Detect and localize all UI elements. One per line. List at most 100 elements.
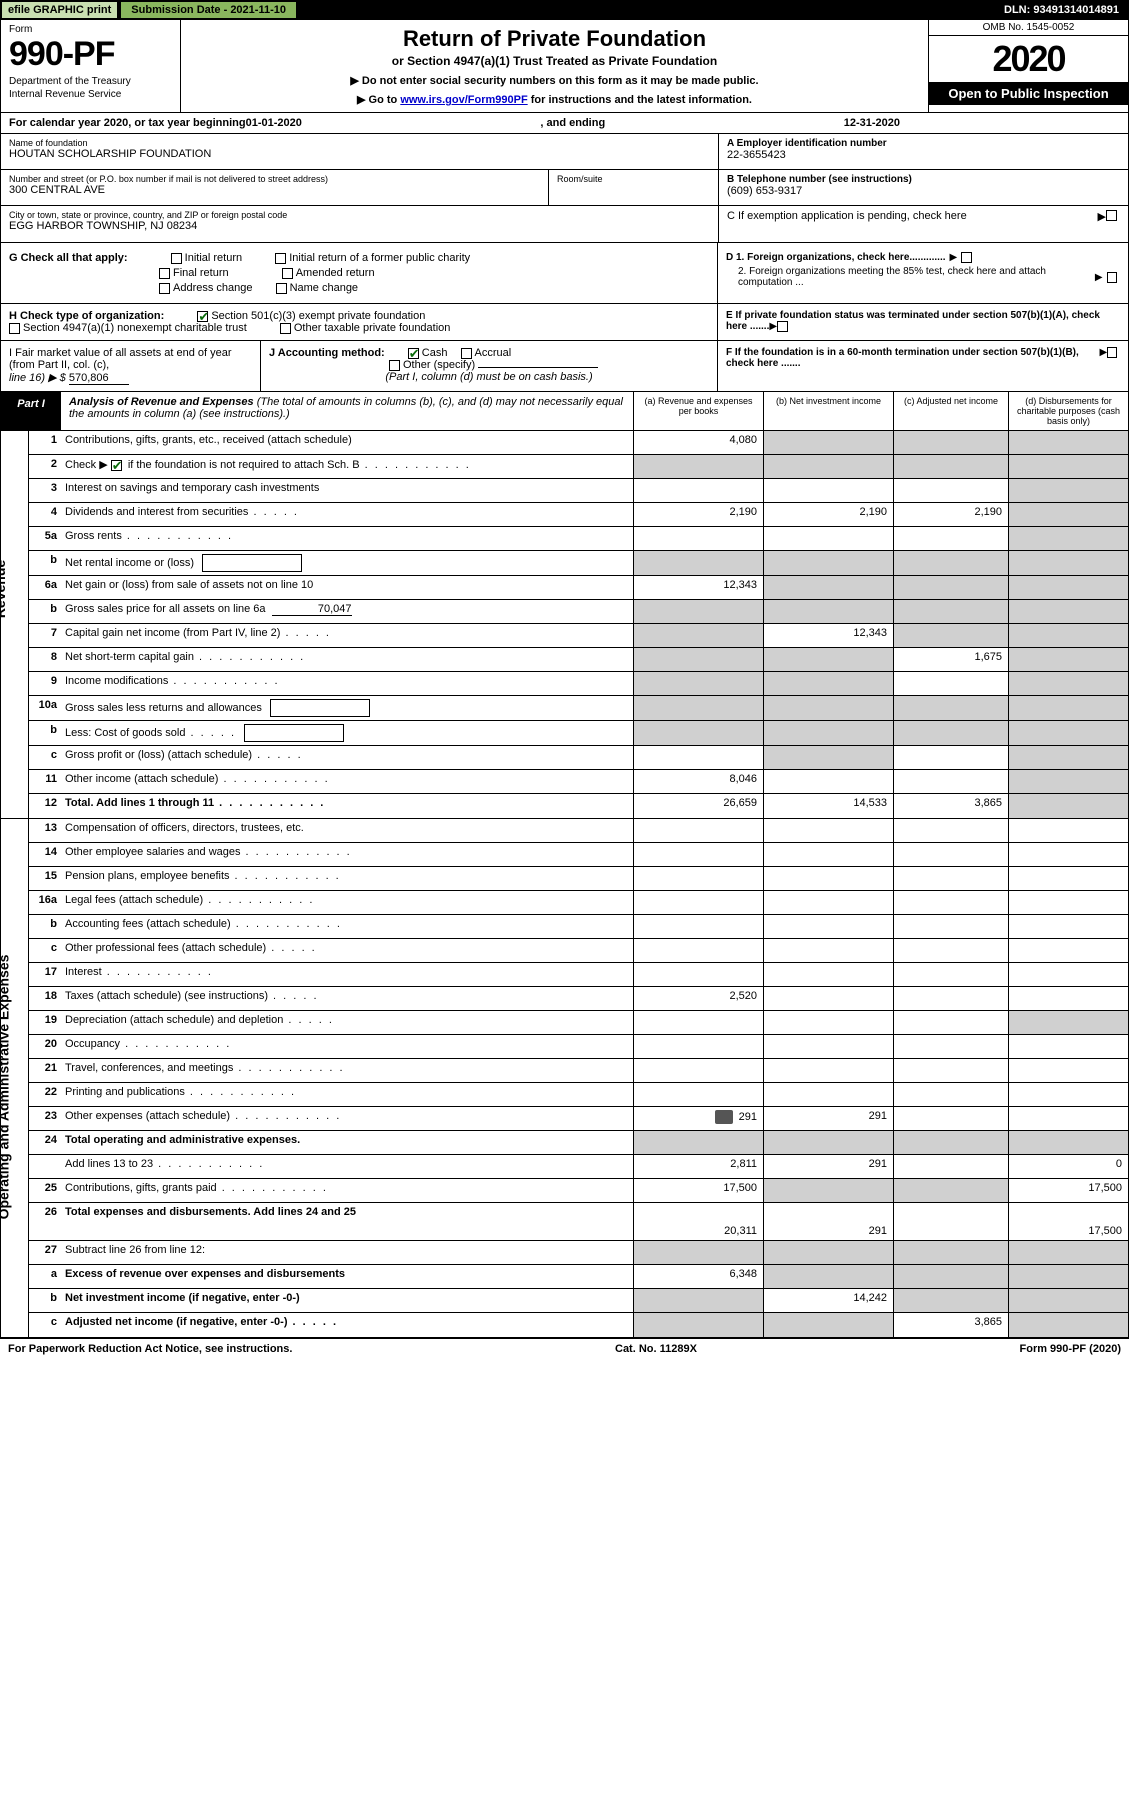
open-inspection: Open to Public Inspection [929, 82, 1128, 105]
foundation-info: Name of foundation HOUTAN SCHOLARSHIP FO… [0, 134, 1129, 243]
irs-link[interactable]: www.irs.gov/Form990PF [400, 94, 527, 106]
table-row: bAccounting fees (attach schedule) [29, 915, 1128, 939]
part1-columns: (a) Revenue and expenses per books (b) N… [633, 392, 1128, 430]
h-section: H Check type of organization: Section 50… [1, 304, 718, 340]
col-c-header: (c) Adjusted net income [893, 392, 1008, 430]
table-row: 24Total operating and administrative exp… [29, 1131, 1128, 1155]
f-section: F If the foundation is in a 60-month ter… [718, 341, 1128, 391]
form-header: Form 990-PF Department of the Treasury I… [0, 20, 1129, 113]
col-a-header: (a) Revenue and expenses per books [633, 392, 763, 430]
j-section: J Accounting method: Cash Accrual Other … [261, 341, 718, 391]
expenses-side-label: Operating and Administrative Expenses [1, 819, 29, 1337]
ein-value: 22-3655423 [727, 149, 1120, 161]
omb-number: OMB No. 1545-0052 [929, 20, 1128, 36]
foundation-name: HOUTAN SCHOLARSHIP FOUNDATION [9, 148, 710, 160]
form-number: 990-PF [9, 35, 172, 74]
addr-label: Number and street (or P.O. box number if… [9, 174, 540, 184]
part1-header: Part I Analysis of Revenue and Expenses … [0, 392, 1129, 431]
efile-label: efile GRAPHIC print [2, 2, 117, 18]
table-row: 26Total expenses and disbursements. Add … [29, 1203, 1128, 1241]
calendar-year-row: For calendar year 2020, or tax year begi… [0, 113, 1129, 134]
j-cash-checkbox[interactable] [408, 348, 419, 359]
table-row: 14Other employee salaries and wages [29, 843, 1128, 867]
room-label: Room/suite [557, 174, 710, 184]
dept-treasury: Department of the Treasury [9, 76, 172, 87]
g-initial-former-checkbox[interactable] [275, 253, 286, 264]
form-word: Form [9, 24, 172, 35]
table-row: 23Other expenses (attach schedule)291291 [29, 1107, 1128, 1131]
city-label: City or town, state or province, country… [9, 210, 710, 220]
g-name-checkbox[interactable] [276, 283, 287, 294]
fmv-value: 570,806 [69, 372, 129, 385]
top-bar: efile GRAPHIC print Submission Date - 20… [0, 0, 1129, 20]
e-checkbox[interactable] [777, 321, 788, 332]
page-footer: For Paperwork Reduction Act Notice, see … [0, 1338, 1129, 1359]
ein-label: A Employer identification number [727, 138, 1120, 149]
header-left: Form 990-PF Department of the Treasury I… [1, 20, 181, 112]
ij-row: I Fair market value of all assets at end… [0, 341, 1129, 392]
table-row: 10aGross sales less returns and allowanc… [29, 696, 1128, 721]
d2-checkbox[interactable] [1107, 272, 1117, 283]
info-left: Name of foundation HOUTAN SCHOLARSHIP FO… [1, 134, 718, 242]
c-label: C If exemption application is pending, c… [727, 210, 967, 238]
footer-mid: Cat. No. 11289X [615, 1343, 697, 1355]
g-section: G Check all that apply: Initial return I… [1, 243, 718, 303]
f-checkbox[interactable] [1107, 347, 1117, 358]
footer-right: Form 990-PF (2020) [1020, 1343, 1121, 1355]
j-accrual-checkbox[interactable] [461, 348, 472, 359]
tax-year: 2020 [929, 36, 1128, 82]
c-checkbox[interactable] [1106, 210, 1117, 221]
e-section: E If private foundation status was termi… [718, 304, 1128, 340]
table-row: 3Interest on savings and temporary cash … [29, 479, 1128, 503]
table-row: 22Printing and publications [29, 1083, 1128, 1107]
attachment-icon[interactable] [715, 1110, 733, 1124]
exemption-row: C If exemption application is pending, c… [719, 206, 1128, 242]
foundation-city: EGG HARBOR TOWNSHIP, NJ 08234 [9, 220, 710, 232]
table-row: 4Dividends and interest from securities2… [29, 503, 1128, 527]
phone-row: B Telephone number (see instructions) (6… [719, 170, 1128, 206]
expenses-table: Operating and Administrative Expenses 13… [0, 819, 1129, 1338]
table-row: 6aNet gain or (loss) from sale of assets… [29, 576, 1128, 600]
g-address-checkbox[interactable] [159, 283, 170, 294]
dept-irs: Internal Revenue Service [9, 89, 172, 100]
table-row: 19Depreciation (attach schedule) and dep… [29, 1011, 1128, 1035]
table-row: bGross sales price for all assets on lin… [29, 600, 1128, 624]
table-row: 15Pension plans, employee benefits [29, 867, 1128, 891]
city-row: City or town, state or province, country… [1, 206, 718, 242]
dln: DLN: 93491314014891 [996, 2, 1127, 18]
table-row: 11Other income (attach schedule)8,046 [29, 770, 1128, 794]
table-row: bNet investment income (if negative, ent… [29, 1289, 1128, 1313]
h-501c3-checkbox[interactable] [197, 311, 208, 322]
instruct-2: ▶ Go to www.irs.gov/Form990PF for instru… [191, 93, 918, 106]
h-4947-checkbox[interactable] [9, 323, 20, 334]
room-col: Room/suite [548, 170, 718, 205]
table-row: 5aGross rents [29, 527, 1128, 551]
table-row: 1Contributions, gifts, grants, etc., rec… [29, 431, 1128, 455]
i-section: I Fair market value of all assets at end… [1, 341, 261, 391]
table-row: 17Interest [29, 963, 1128, 987]
phone-label: B Telephone number (see instructions) [727, 174, 1120, 185]
g-final-checkbox[interactable] [159, 268, 170, 279]
table-row: 25Contributions, gifts, grants paid17,50… [29, 1179, 1128, 1203]
h-other-checkbox[interactable] [280, 323, 291, 334]
table-row: cGross profit or (loss) (attach schedule… [29, 746, 1128, 770]
g-initial-checkbox[interactable] [171, 253, 182, 264]
part1-description: Analysis of Revenue and Expenses (The to… [61, 392, 633, 430]
g-section-row: G Check all that apply: Initial return I… [0, 243, 1129, 304]
table-row: cAdjusted net income (if negative, enter… [29, 1313, 1128, 1337]
d1-checkbox[interactable] [961, 252, 972, 263]
address-row: Number and street (or P.O. box number if… [1, 170, 718, 206]
instruct-1: ▶ Do not enter social security numbers o… [191, 74, 918, 87]
table-row: 21Travel, conferences, and meetings [29, 1059, 1128, 1083]
table-row: Add lines 13 to 232,8112910 [29, 1155, 1128, 1179]
table-row: 13Compensation of officers, directors, t… [29, 819, 1128, 843]
schb-checkbox[interactable] [111, 460, 122, 471]
header-right: OMB No. 1545-0052 2020 Open to Public In… [928, 20, 1128, 112]
form-subtitle: or Section 4947(a)(1) Trust Treated as P… [191, 54, 918, 68]
j-other-checkbox[interactable] [389, 360, 400, 371]
table-row: 9Income modifications [29, 672, 1128, 696]
phone-value: (609) 653-9317 [727, 185, 1120, 197]
foundation-address: 300 CENTRAL AVE [9, 184, 540, 196]
submission-date: Submission Date - 2021-11-10 [121, 2, 296, 18]
g-amended-checkbox[interactable] [282, 268, 293, 279]
